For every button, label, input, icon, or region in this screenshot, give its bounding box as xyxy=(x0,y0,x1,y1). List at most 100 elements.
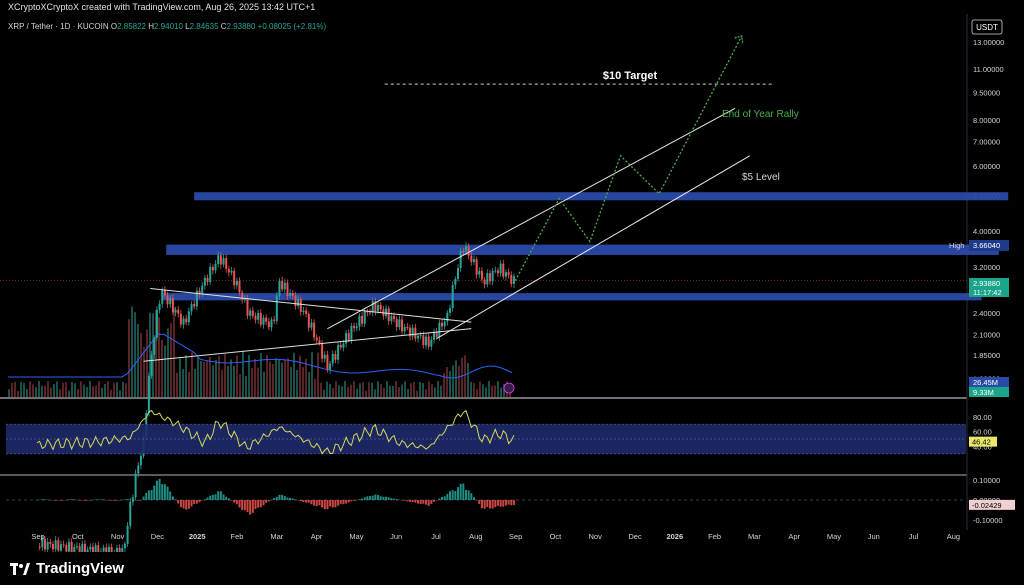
macd-bar xyxy=(105,499,108,501)
volume-bar xyxy=(368,382,370,397)
macd-bar xyxy=(425,500,428,505)
candle-body xyxy=(472,259,475,263)
trading-chart[interactable]: XRP / Tether · 1D · KUCOIN O2.85822 H2.9… xyxy=(0,14,1024,552)
candle-body xyxy=(278,280,281,296)
candle-body xyxy=(488,273,491,282)
candle-body xyxy=(347,333,350,340)
tradingview-logo[interactable]: TradingView xyxy=(10,560,124,577)
macd-bar xyxy=(331,500,334,508)
macd-bar xyxy=(395,498,398,500)
candle-body xyxy=(411,327,414,337)
support-zone-2 xyxy=(162,293,982,301)
credit-text: XCryptoXCryptoX created with TradingView… xyxy=(8,2,316,12)
candle-body xyxy=(102,547,105,552)
volume-bar xyxy=(281,362,283,397)
candle-body xyxy=(86,549,89,552)
candle-body xyxy=(270,319,273,328)
volume-bar xyxy=(428,381,430,397)
high-price-value: 3.66040 xyxy=(973,241,1000,250)
candle-body xyxy=(281,280,284,290)
candle-body xyxy=(446,312,449,322)
candle-body xyxy=(105,547,108,552)
candle-body xyxy=(206,277,209,282)
volume-bar xyxy=(488,381,490,397)
macd-bar xyxy=(409,500,412,502)
macd-bar xyxy=(235,500,238,505)
candle-body xyxy=(225,258,228,269)
price-tick-4: 7.00000 xyxy=(973,137,1000,146)
candle-body xyxy=(337,345,340,360)
x-tick-18: Mar xyxy=(748,532,761,541)
macd-bar xyxy=(387,497,390,500)
candle-body xyxy=(238,281,241,293)
macd-bar xyxy=(177,500,180,504)
macd-bar xyxy=(115,500,118,501)
macd-bar xyxy=(486,500,489,507)
macd-bar xyxy=(427,500,430,506)
candle-body xyxy=(427,336,430,347)
macd-bar xyxy=(185,500,188,510)
candle-body xyxy=(350,325,353,340)
volume-bar xyxy=(218,356,220,397)
volume-bar xyxy=(182,369,184,397)
candle-body xyxy=(246,298,249,316)
x-tick-8: May xyxy=(349,532,363,541)
volume-bar xyxy=(452,365,454,397)
macd-bar xyxy=(238,500,241,508)
macd-bar xyxy=(366,496,369,500)
macd-tick-0: 0.10000 xyxy=(973,476,1000,485)
candle-body xyxy=(38,546,41,548)
volume-bar xyxy=(467,362,469,397)
macd-bar xyxy=(78,500,81,501)
candle-body xyxy=(73,547,76,552)
macd-bar xyxy=(259,500,262,508)
volume-bar xyxy=(161,339,163,397)
candle-body xyxy=(331,354,334,364)
candle-body xyxy=(294,295,297,306)
candle-body xyxy=(89,546,92,550)
candle-body xyxy=(462,250,465,252)
volume-bar xyxy=(38,381,40,397)
macd-bar xyxy=(198,500,201,503)
candle-body xyxy=(139,455,142,466)
macd-bar xyxy=(297,500,300,501)
volume-bar xyxy=(314,378,316,397)
volume-bar xyxy=(371,382,373,397)
macd-bar xyxy=(435,500,438,501)
volume-bar xyxy=(113,382,115,397)
macd-bar xyxy=(214,494,217,500)
volume-bar xyxy=(275,358,277,397)
macd-bar xyxy=(222,494,225,500)
price-tick-3: 8.00000 xyxy=(973,116,1000,125)
volume-bar xyxy=(356,388,358,397)
candle-body xyxy=(409,327,412,337)
candle-body xyxy=(313,322,316,338)
macd-tick-2: -0.10000 xyxy=(973,516,1003,525)
candle-body xyxy=(456,267,459,279)
macd-bar xyxy=(91,499,94,501)
macd-bar xyxy=(70,499,73,500)
macd-bar xyxy=(334,500,337,508)
volume-bar xyxy=(473,383,475,397)
candle-body xyxy=(398,319,401,328)
candle-body xyxy=(459,250,462,268)
macd-bar xyxy=(225,496,228,500)
x-tick-10: Jul xyxy=(431,532,441,541)
rsi-value-badge xyxy=(969,436,997,447)
macd-value-badge xyxy=(969,499,1015,510)
candle-body xyxy=(334,354,337,360)
volume-bar xyxy=(383,387,385,397)
volume-bar xyxy=(35,387,37,397)
macd-bar xyxy=(462,483,465,500)
candle-body xyxy=(171,298,174,313)
candle-body xyxy=(478,270,481,275)
candle-body xyxy=(230,270,233,273)
macd-bar xyxy=(339,500,342,504)
macd-bar xyxy=(358,499,361,500)
macd-bar xyxy=(270,499,273,501)
macd-bar xyxy=(126,499,129,500)
candle-body xyxy=(395,318,398,328)
macd-bar xyxy=(145,492,148,500)
volume-bar xyxy=(119,390,121,397)
macd-bar xyxy=(262,500,265,506)
